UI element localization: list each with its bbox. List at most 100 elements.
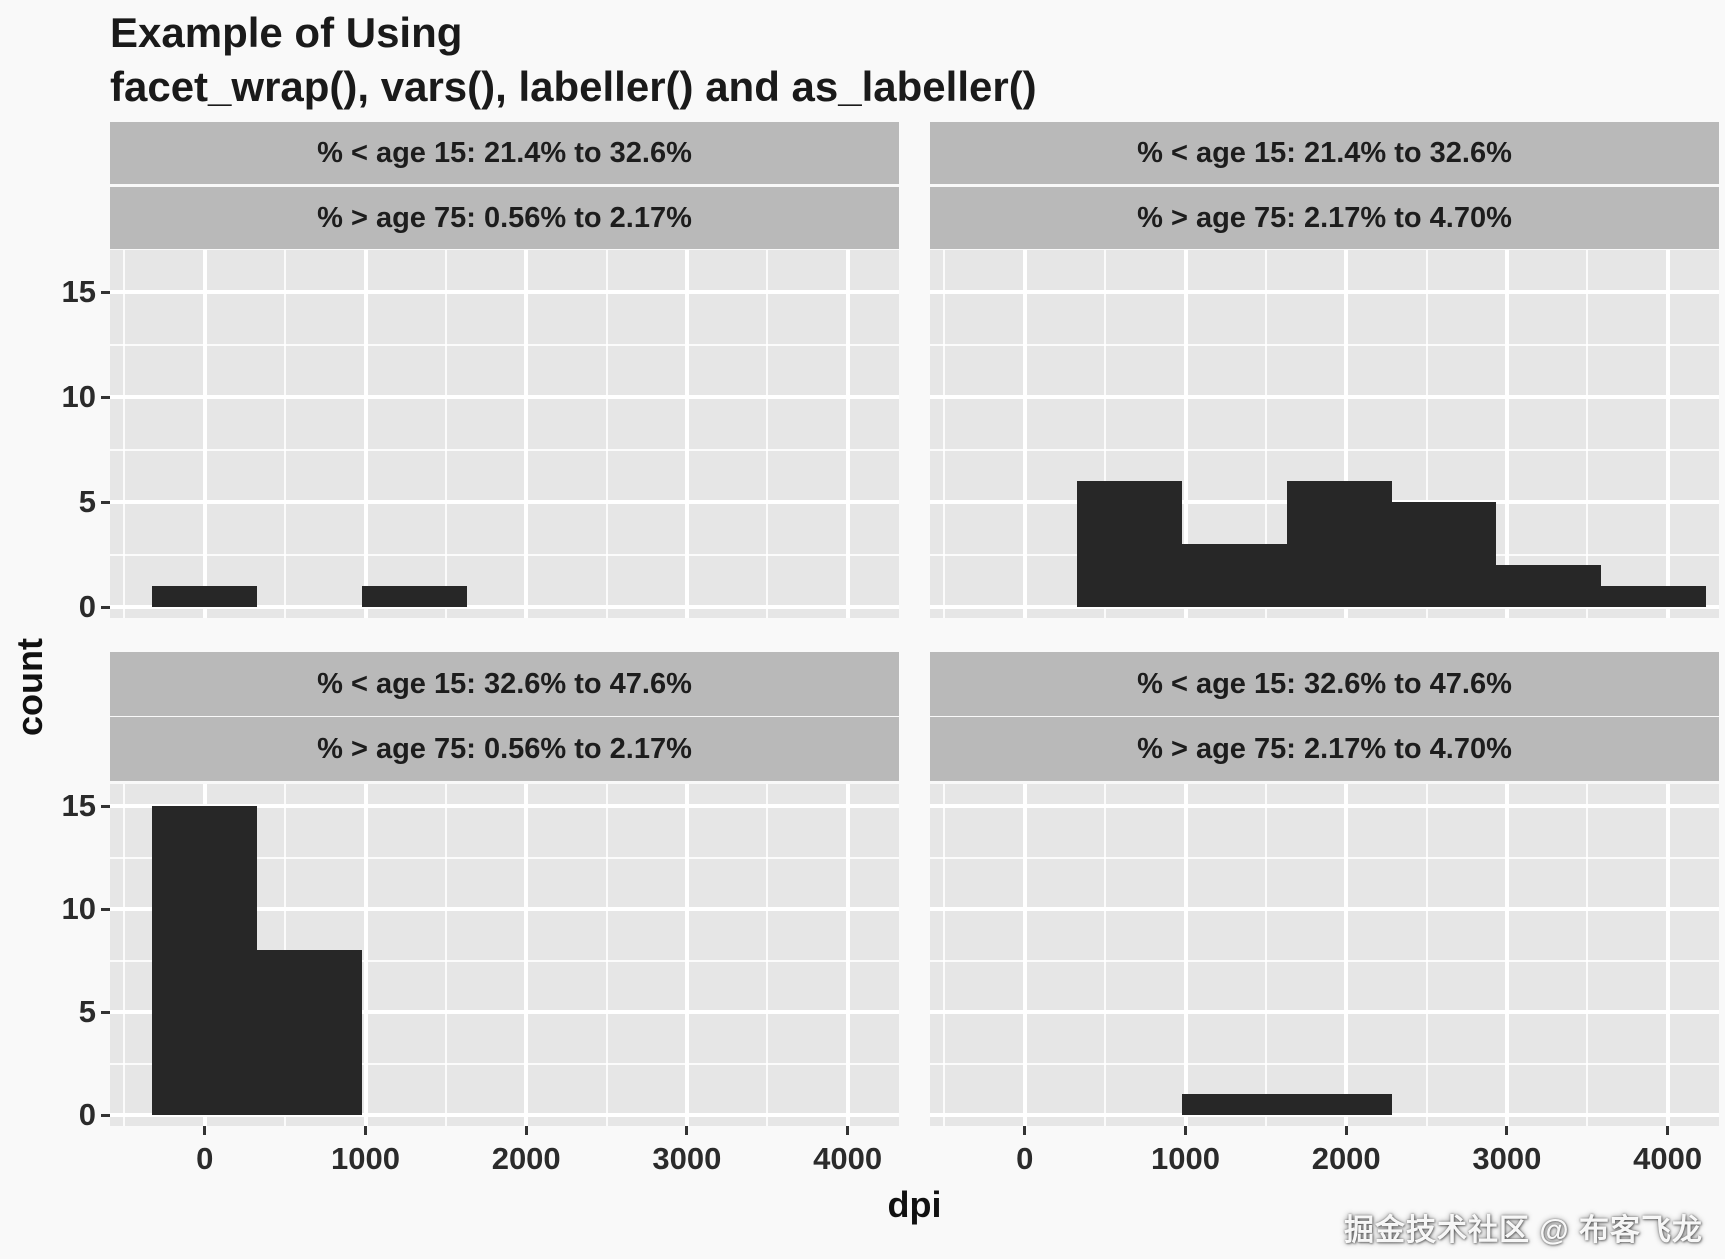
- grid-line-vertical-minor: [1264, 784, 1267, 1126]
- facet-panel: [110, 784, 899, 1126]
- histogram-bar: [1496, 565, 1602, 607]
- y-axis-title: count: [9, 638, 50, 736]
- grid-line-vertical-minor: [1586, 250, 1589, 618]
- x-axis-tick-mark: [1023, 1126, 1027, 1135]
- grid-line-vertical-minor: [1104, 250, 1107, 618]
- x-axis-tick-label: 1000: [331, 1141, 400, 1176]
- y-axis-tick-mark: [101, 501, 110, 504]
- grid-line-horizontal-minor: [110, 343, 899, 346]
- y-axis-tick-mark: [101, 396, 110, 399]
- grid-line-horizontal-major: [110, 1113, 899, 1117]
- grid-line-horizontal-major: [930, 1113, 1719, 1117]
- x-axis-tick-mark: [846, 1126, 850, 1135]
- histogram-bar: [1077, 481, 1182, 607]
- grid-line-vertical-minor: [1425, 250, 1428, 618]
- y-axis-tick-label: 5: [78, 484, 96, 519]
- grid-line-vertical-major: [363, 784, 368, 1126]
- grid-line-vertical-major: [1504, 250, 1509, 618]
- grid-line-vertical-minor: [1264, 250, 1267, 618]
- histogram-bar: [152, 806, 258, 1115]
- grid-line-horizontal-major: [110, 395, 899, 399]
- grid-line-horizontal-major: [930, 907, 1719, 911]
- x-axis-tick-label: 1000: [1151, 1141, 1220, 1176]
- grid-line-vertical-major: [845, 784, 850, 1126]
- grid-line-vertical-minor: [1425, 784, 1428, 1126]
- grid-line-vertical-minor: [284, 250, 287, 618]
- grid-line-vertical-minor: [1586, 784, 1589, 1126]
- grid-line-vertical-major: [524, 784, 529, 1126]
- x-axis-tick-label: 4000: [813, 1141, 883, 1176]
- facet-panel: [110, 250, 899, 618]
- grid-line-vertical-minor: [943, 784, 946, 1126]
- histogram-bar: [361, 586, 467, 607]
- grid-line-horizontal-major: [930, 605, 1719, 609]
- x-axis-tick-label: 4000: [1633, 1141, 1703, 1176]
- y-axis-tick-label: 10: [61, 379, 96, 414]
- x-axis-tick-label: 2000: [491, 1141, 561, 1176]
- histogram-bar: [1601, 586, 1706, 607]
- y-axis-tick-label: 10: [61, 891, 96, 926]
- facet-strip-row1: % < age 15: 32.6% to 47.6%: [110, 652, 899, 716]
- grid-line-horizontal-minor: [930, 448, 1719, 451]
- grid-line-horizontal-major: [110, 1010, 899, 1014]
- grid-line-horizontal-major: [930, 1010, 1719, 1014]
- grid-line-vertical-minor: [943, 250, 946, 618]
- histogram-bar: [152, 586, 258, 607]
- x-axis-tick-label: 3000: [652, 1141, 722, 1176]
- facet-panel: [930, 250, 1719, 618]
- grid-line-vertical-major: [684, 250, 689, 618]
- facet-panel: [930, 784, 1719, 1126]
- grid-line-horizontal-minor: [110, 1062, 899, 1065]
- grid-line-vertical-major: [1022, 250, 1027, 618]
- histogram-bar: [1391, 502, 1497, 607]
- x-axis-tick-label: 2000: [1311, 1141, 1381, 1176]
- grid-line-vertical-minor: [123, 250, 126, 618]
- grid-line-horizontal-major: [110, 500, 899, 504]
- page-title: Example of Using facet_wrap(), vars(), la…: [110, 6, 1037, 114]
- grid-line-horizontal-major: [110, 907, 899, 911]
- x-axis-tick-label: 3000: [1472, 1141, 1542, 1176]
- y-axis-tick-mark: [101, 805, 110, 808]
- grid-line-horizontal-minor: [110, 553, 899, 556]
- y-axis-tick-mark: [101, 1114, 110, 1117]
- grid-line-vertical-minor: [1104, 784, 1107, 1126]
- facet-strip-row2: % > age 75: 0.56% to 2.17%: [110, 717, 899, 781]
- y-axis-tick-label: 0: [78, 589, 96, 624]
- grid-line-vertical-major: [684, 784, 689, 1126]
- grid-line-vertical-major: [1504, 784, 1509, 1126]
- y-axis-tick-label: 15: [61, 788, 96, 823]
- x-axis-tick-mark: [685, 1126, 689, 1135]
- facet-strip-row2: % > age 75: 2.17% to 4.70%: [930, 187, 1719, 249]
- histogram-bar: [1181, 544, 1287, 607]
- grid-line-vertical-minor: [766, 784, 769, 1126]
- facet-strip-row2: % > age 75: 2.17% to 4.70%: [930, 717, 1719, 781]
- grid-line-vertical-major: [524, 250, 529, 618]
- grid-line-vertical-minor: [605, 250, 608, 618]
- grid-line-horizontal-minor: [930, 1062, 1719, 1065]
- grid-line-vertical-minor: [766, 250, 769, 618]
- histogram-bar: [1286, 1094, 1392, 1115]
- y-axis-tick-mark: [101, 908, 110, 911]
- grid-line-horizontal-major: [930, 395, 1719, 399]
- histogram-bar: [1286, 481, 1392, 607]
- grid-line-vertical-major: [202, 250, 207, 618]
- facet-strip-row1: % < age 15: 21.4% to 32.6%: [930, 122, 1719, 184]
- histogram-bar: [1181, 1094, 1287, 1115]
- grid-line-vertical-major: [1344, 250, 1349, 618]
- grid-line-vertical-major: [1665, 250, 1670, 618]
- y-axis-tick-mark: [101, 606, 110, 609]
- watermark: 掘金技术社区 @ 布客飞龙: [1344, 1214, 1703, 1247]
- y-axis-tick-label: 5: [78, 994, 96, 1029]
- grid-line-horizontal-major: [110, 290, 899, 294]
- grid-line-vertical-minor: [605, 784, 608, 1126]
- grid-line-vertical-major: [363, 250, 368, 618]
- grid-line-horizontal-major: [930, 290, 1719, 294]
- x-axis-tick-label: 0: [1016, 1141, 1034, 1176]
- grid-line-vertical-major: [1665, 784, 1670, 1126]
- grid-line-vertical-minor: [123, 784, 126, 1126]
- title-line-2: facet_wrap(), vars(), labeller() and as_…: [110, 63, 1037, 110]
- facet-strip-row2: % > age 75: 0.56% to 2.17%: [110, 187, 899, 249]
- grid-line-vertical-major: [845, 250, 850, 618]
- facet-strip-row1: % < age 15: 21.4% to 32.6%: [110, 122, 899, 184]
